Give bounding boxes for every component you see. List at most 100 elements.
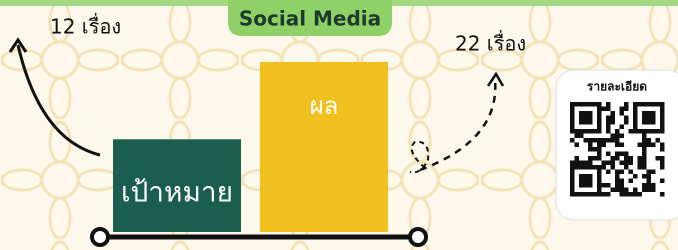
qr-cell — [570, 120, 575, 125]
qr-cell — [570, 165, 575, 170]
qr-cell — [588, 143, 593, 148]
qr-cell — [638, 102, 643, 107]
qr-cell — [642, 165, 647, 170]
qr-cell — [575, 134, 580, 139]
qr-cell — [584, 102, 589, 107]
qr-cell — [638, 192, 643, 197]
qr-cell — [579, 134, 584, 139]
qr-cell — [570, 111, 575, 116]
qr-cell — [579, 120, 584, 125]
qr-cell — [588, 192, 593, 197]
qr-cell — [611, 138, 616, 143]
qr-cell — [633, 125, 638, 130]
qr-cell — [633, 174, 638, 179]
qr-cell — [615, 138, 620, 143]
qr-cell — [642, 138, 647, 143]
qr-cell — [633, 107, 638, 112]
qr-cell — [624, 156, 629, 161]
qr-cell — [647, 120, 652, 125]
qr-cell — [597, 129, 602, 134]
qr-cell — [624, 165, 629, 170]
qr-cell — [602, 107, 607, 112]
qr-cell — [620, 183, 625, 188]
qr-cell — [597, 165, 602, 170]
qr-cell — [597, 116, 602, 121]
qr-cell — [633, 129, 638, 134]
qr-cell — [570, 179, 575, 184]
qr-cell — [570, 183, 575, 188]
qr-cell — [651, 188, 656, 193]
qr-cell — [579, 192, 584, 197]
qr-cell — [642, 111, 647, 116]
qr-cell — [593, 156, 598, 161]
qr-cell — [588, 116, 593, 121]
qr-cell — [651, 102, 656, 107]
qr-cell — [588, 147, 593, 152]
qr-cell — [624, 116, 629, 121]
qr-cell — [620, 134, 625, 139]
qr-cell — [570, 116, 575, 121]
qr-cell — [651, 143, 656, 148]
qr-cell — [584, 161, 589, 166]
qr-cell — [588, 165, 593, 170]
qr-cell — [615, 152, 620, 157]
qr-cell — [588, 111, 593, 116]
qr-cell — [611, 120, 616, 125]
qr-cell — [597, 179, 602, 184]
qr-cell — [570, 174, 575, 179]
qr-cell — [624, 152, 629, 157]
qr-cell — [660, 165, 665, 170]
qr-cell — [638, 156, 643, 161]
qr-cell — [575, 156, 580, 161]
qr-cell — [584, 111, 589, 116]
qr-cell — [660, 107, 665, 112]
qr-cell — [570, 192, 575, 197]
qr-cell — [633, 120, 638, 125]
qr-cell — [620, 170, 625, 175]
qr-cell — [611, 111, 616, 116]
qr-cell — [638, 129, 643, 134]
qr-cell — [620, 143, 625, 148]
qr-cell — [606, 161, 611, 166]
qr-cell — [647, 138, 652, 143]
qr-cell — [642, 188, 647, 193]
qr-cell — [624, 192, 629, 197]
qr-cell — [584, 174, 589, 179]
qr-cell — [584, 165, 589, 170]
qr-cell — [570, 188, 575, 193]
qr-cell — [602, 183, 607, 188]
qr-cell — [579, 183, 584, 188]
qr-cell — [629, 170, 634, 175]
qr-cell — [575, 143, 580, 148]
qr-cell — [620, 188, 625, 193]
qr-cell — [597, 107, 602, 112]
qr-cell — [615, 129, 620, 134]
value-label: 12 เรื่อง — [50, 13, 121, 39]
qr-cell — [642, 120, 647, 125]
qr-cell — [570, 129, 575, 134]
qr-cell — [656, 102, 661, 107]
qr-cell — [597, 147, 602, 152]
qr-cell — [642, 156, 647, 161]
qr-cell — [584, 183, 589, 188]
qr-cell — [642, 129, 647, 134]
qr-cell — [579, 165, 584, 170]
qr-cell — [642, 134, 647, 139]
qr-cell — [588, 102, 593, 107]
qr-cell — [615, 156, 620, 161]
qr-cell — [629, 192, 634, 197]
qr-cell — [570, 102, 575, 107]
qr-cell — [647, 188, 652, 193]
qr-cell — [584, 192, 589, 197]
qr-cell — [579, 179, 584, 184]
qr-cell — [642, 143, 647, 148]
qr-cell — [660, 125, 665, 130]
baseline-end — [92, 229, 108, 245]
qr-cell — [624, 107, 629, 112]
qr-cell — [602, 165, 607, 170]
qr-cell — [647, 174, 652, 179]
qr-cell — [615, 179, 620, 184]
qr-cell — [588, 156, 593, 161]
qr-cell — [597, 120, 602, 125]
qr-card: รายละเอียด — [556, 70, 678, 220]
